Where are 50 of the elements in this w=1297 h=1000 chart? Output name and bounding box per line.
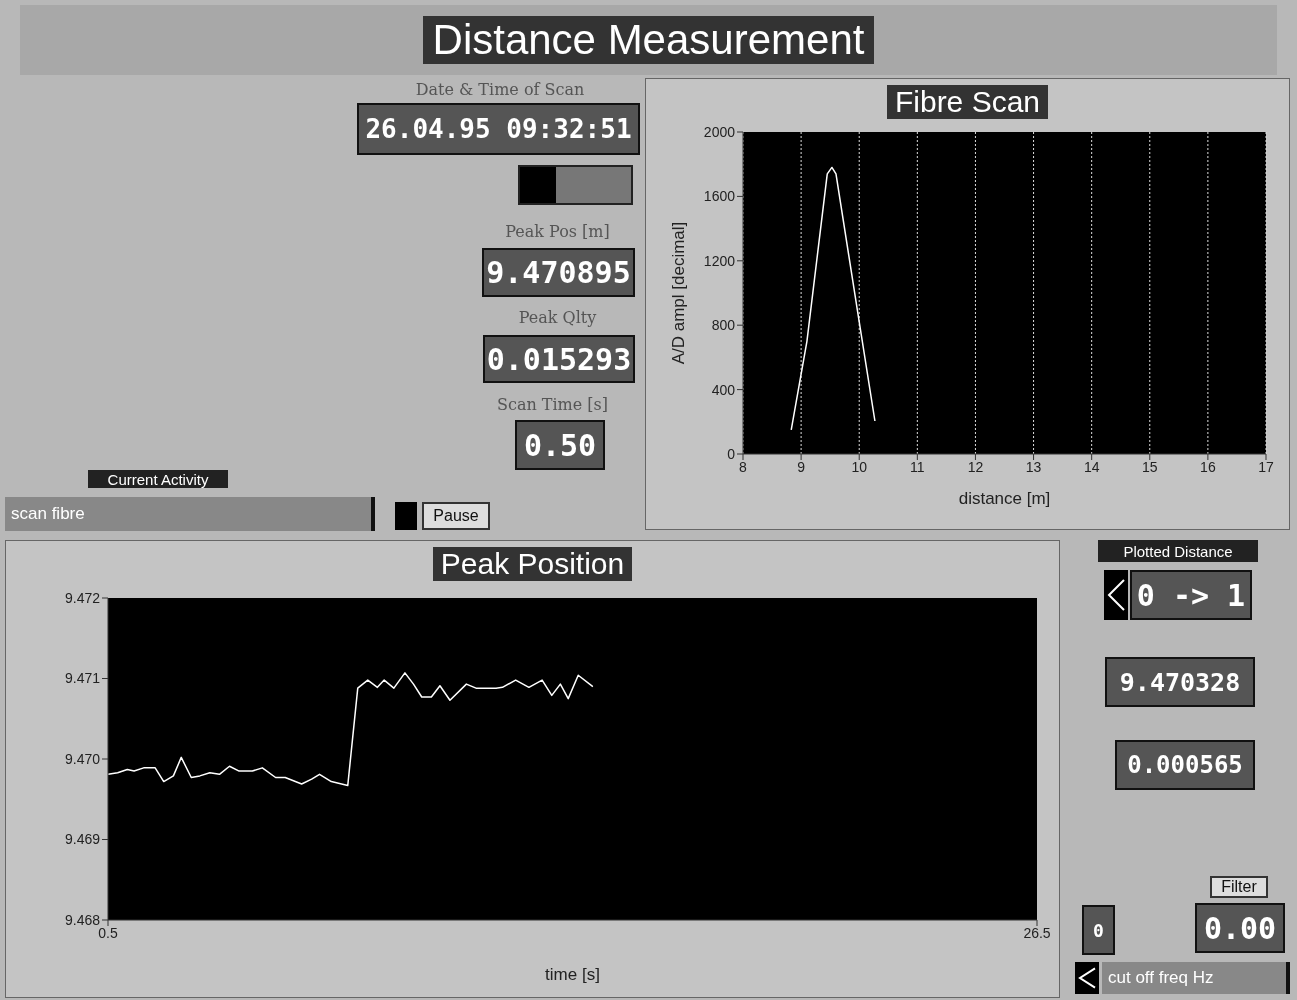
text: 9.470328 [1105,657,1255,707]
y-tick-label: 2000 [703,123,736,140]
text: 9.470895 [482,248,635,297]
line-series [790,166,876,431]
text: 26.04.95 09:32:51 [357,103,640,155]
y-axis-title: A/D ampl [decimal] [669,221,689,365]
x-tick-label: 17 [1258,458,1274,475]
text: Peak Pos [m] [504,222,611,241]
x-tick-label: 10 [851,458,868,475]
y-tick-label: 9.471 [64,670,101,687]
y-tick-label: 1600 [703,188,736,205]
x-tick-label: 14 [1083,458,1100,475]
y-tick-label: 400 [711,381,736,398]
text: 0.50 [515,420,605,470]
x-tick-label: 26.5 [1023,924,1051,941]
x-tick-label: 8 [739,458,748,475]
y-tick-label: 9.470 [64,750,101,767]
x-tick-label: 11 [910,458,925,475]
line-series [108,672,594,787]
y-tick-label: 800 [711,317,736,334]
x-tick-label: 0.5 [98,924,118,941]
text: Date & Time of Scan [414,80,586,99]
x-tick-label: 16 [1200,458,1216,475]
text: scan fibre [5,497,375,531]
text: Plotted Distance [1098,540,1258,562]
x-tick-label: 13 [1025,458,1042,475]
x-tick-label: 9 [797,458,806,475]
text: 0 [1082,905,1115,955]
x-tick-label: 15 [1141,458,1158,475]
text: 0.015293 [483,335,635,383]
text: 0.00 [1195,903,1285,953]
x-tick-label: 12 [967,458,984,475]
x-axis-title: distance [m] [958,489,1051,508]
text: cut off freq Hz [1102,962,1290,994]
x-axis-title: time [s] [545,965,600,984]
y-tick-label: 9.472 [64,589,101,606]
chart-title: Peak Position [432,546,633,581]
text: 0 -> 1 [1130,570,1252,620]
chart-title: Fibre Scan [886,84,1049,119]
y-tick-label: 9.468 [64,911,101,928]
text: Filter [1210,876,1268,898]
y-tick-label: 0 [727,445,736,462]
text: Scan Time [s] [495,395,610,414]
text: Peak Qlty [517,308,598,327]
text: Distance Measurement [422,16,875,64]
text: Current Activity [88,470,228,488]
text: Pause [422,502,490,530]
y-tick-label: 9.469 [64,831,101,848]
text: 0.000565 [1115,740,1255,790]
y-tick-label: 1200 [703,252,736,269]
